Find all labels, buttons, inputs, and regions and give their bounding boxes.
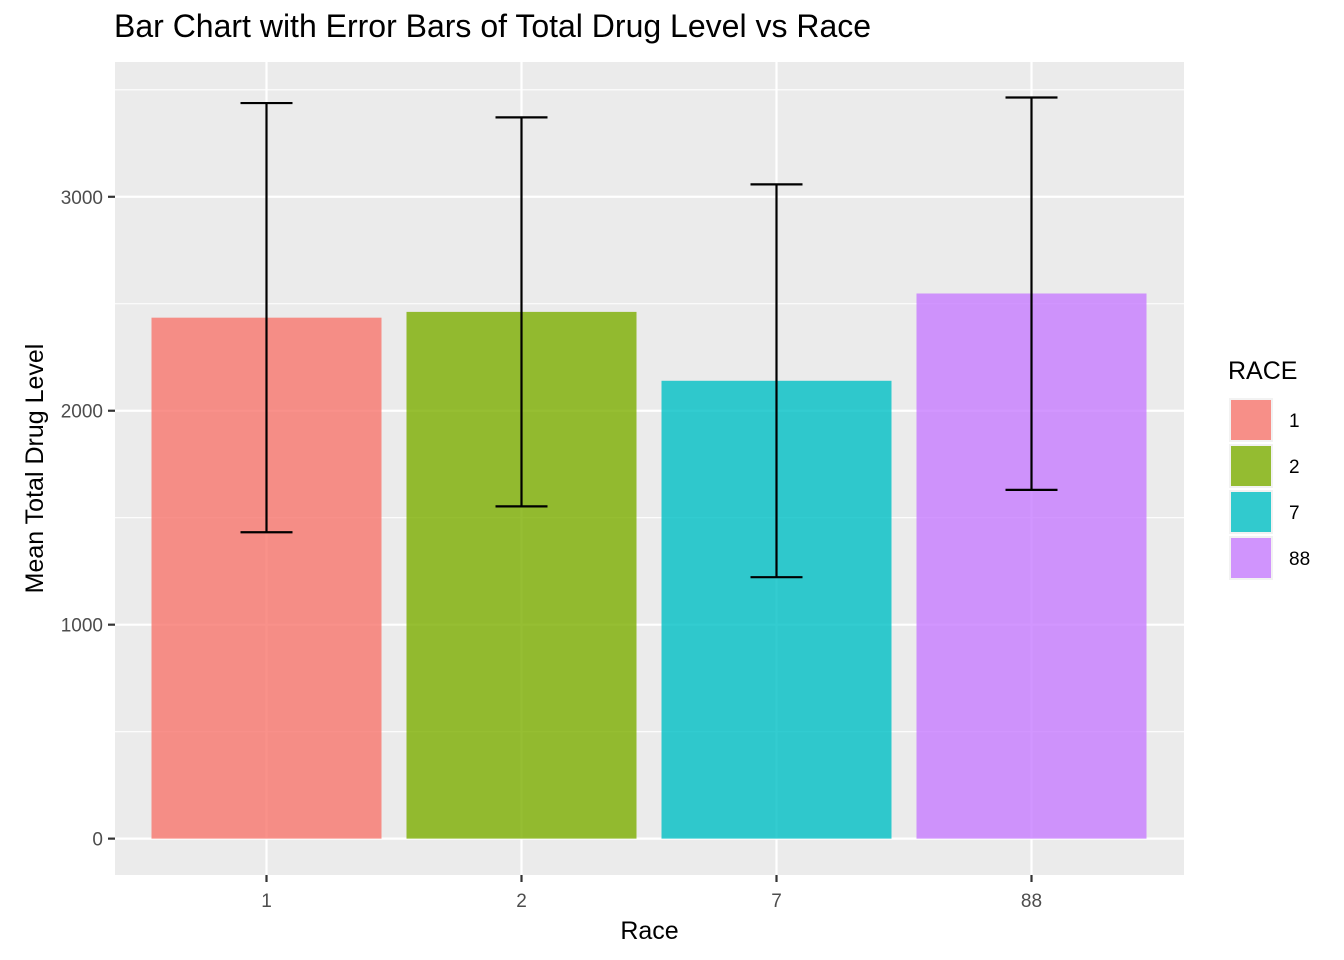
legend-swatch — [1231, 400, 1271, 440]
x-axis: 1 2 7 88 — [261, 875, 1042, 912]
legend-label: 88 — [1289, 549, 1310, 570]
error-bar-1 — [240, 101, 293, 534]
error-bar-2 — [495, 116, 548, 508]
legend: RACE 1 2 7 88 — [1228, 357, 1310, 580]
legend-item-1: 1 — [1229, 398, 1300, 442]
y-tick-label: 2000 — [61, 402, 103, 423]
x-tick-label: 7 — [771, 891, 782, 912]
error-bar-88 — [1005, 96, 1058, 491]
x-tick-label: 1 — [261, 891, 272, 912]
y-tick-label: 1000 — [61, 616, 103, 637]
error-bar-7 — [750, 183, 803, 579]
x-tick-label: 88 — [1021, 891, 1042, 912]
legend-item-88: 88 — [1229, 536, 1310, 580]
chart-title: Bar Chart with Error Bars of Total Drug … — [114, 8, 872, 44]
y-axis-title: Mean Total Drug Level — [21, 344, 49, 594]
error-bars — [240, 96, 1058, 579]
legend-swatch — [1231, 446, 1271, 486]
legend-item-2: 2 — [1229, 444, 1300, 488]
x-axis-title: Race — [620, 917, 678, 945]
legend-label: 2 — [1289, 457, 1300, 478]
x-tick-label: 2 — [516, 891, 527, 912]
legend-label: 7 — [1289, 503, 1300, 524]
y-axis: 0 1000 2000 3000 — [61, 188, 115, 851]
legend-swatch — [1231, 538, 1271, 578]
legend-label: 1 — [1289, 411, 1300, 432]
legend-swatch — [1231, 492, 1271, 532]
legend-item-7: 7 — [1229, 490, 1300, 534]
y-tick-label: 0 — [92, 830, 103, 851]
legend-title: RACE — [1228, 357, 1297, 385]
bars — [151, 293, 1147, 839]
y-tick-label: 3000 — [61, 188, 103, 209]
